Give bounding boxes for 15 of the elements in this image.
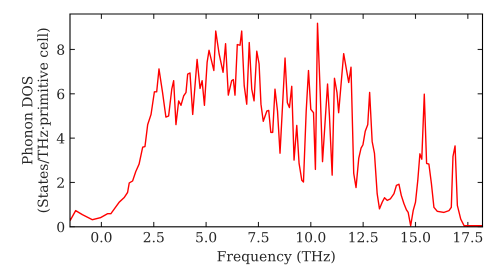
y-axis-title: Phonon DOS (States/THz·primitive cell) xyxy=(22,28,51,212)
y-tick-label: 4 xyxy=(56,133,64,144)
x-axis-title: Frequency (THz) xyxy=(217,250,335,264)
x-tick-label: 7.5 xyxy=(248,232,268,242)
x-tick-label: 15.0 xyxy=(402,232,430,242)
x-tick-label: 2.5 xyxy=(144,232,164,242)
y-tick-label: 8 xyxy=(57,44,64,55)
y-tick-label: 6 xyxy=(57,88,64,100)
y-tick-label: 2 xyxy=(57,177,64,188)
x-tick-label: 12.5 xyxy=(349,232,378,242)
x-tick-label: 0.0 xyxy=(91,232,112,242)
x-tick-label: 5.0 xyxy=(196,232,216,242)
x-tick-label: 17.5 xyxy=(454,232,482,242)
y-tick-label: 0 xyxy=(57,222,64,232)
x-tick-label: 10.0 xyxy=(297,232,326,242)
